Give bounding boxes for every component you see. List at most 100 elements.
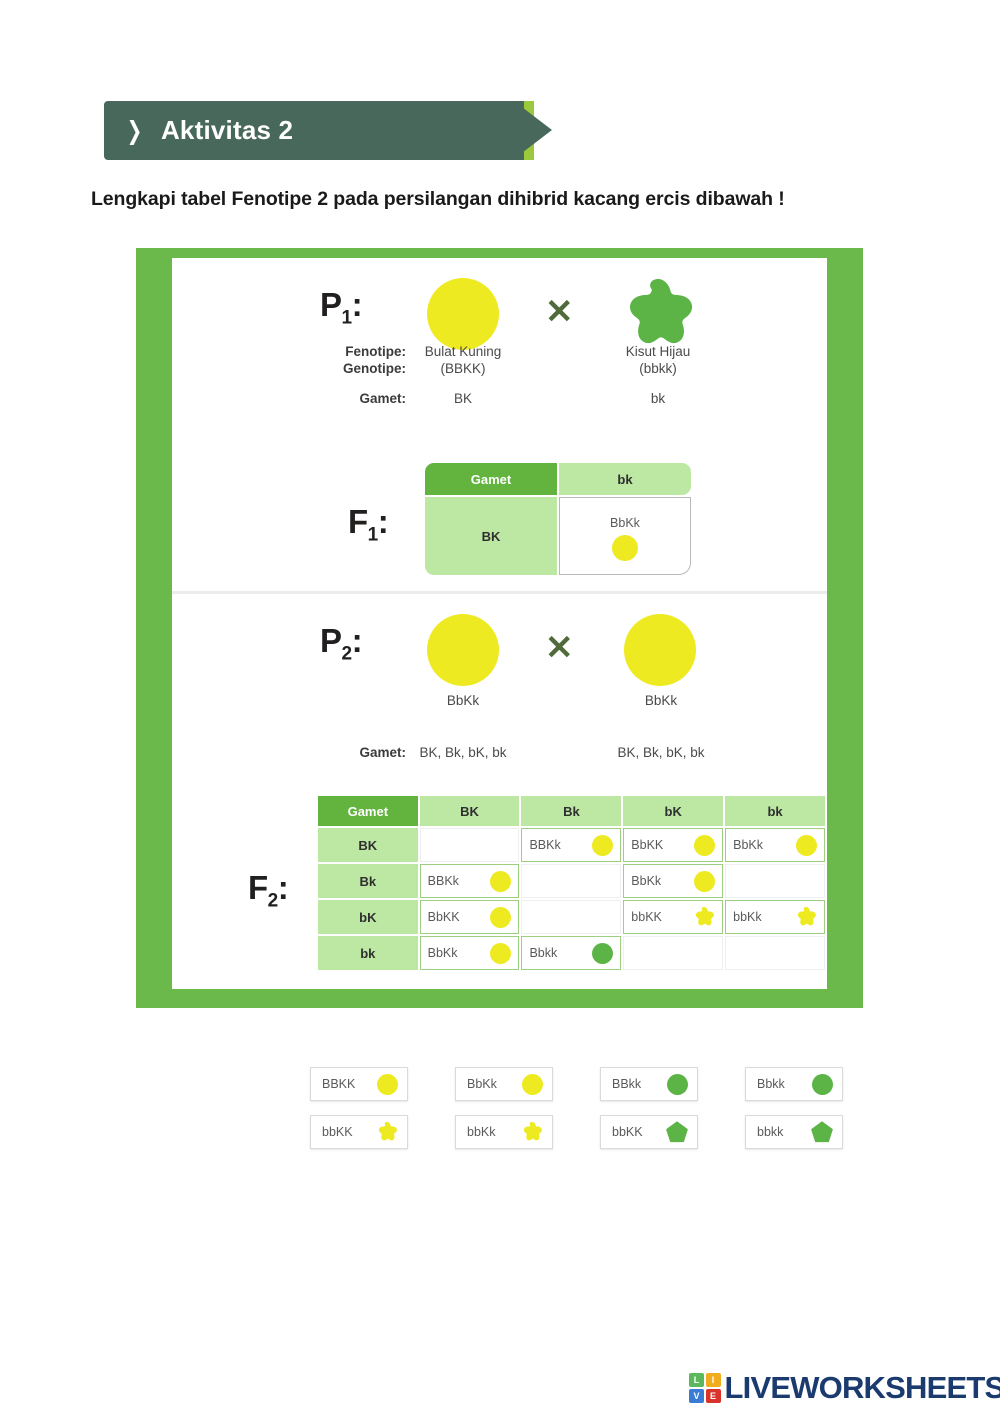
p1-parent2-caption: Kisut Hijau (bbkk) (592, 343, 724, 377)
f2-cell-3-0-genotype: BbKk (427, 946, 458, 960)
p1-gamet-label: Gamet: (359, 391, 406, 406)
f2-cell-2-3[interactable]: bbKk (725, 900, 825, 934)
p1-parent2-gamet: bk (650, 391, 666, 406)
p1-parent2-shape (619, 276, 697, 357)
f2-cell-1-0[interactable]: BBKk (419, 864, 520, 898)
f2-row-header-0: BK (318, 828, 418, 862)
f2-cell-0-0[interactable] (419, 828, 520, 862)
x-cross-icon: ✕ (545, 293, 574, 331)
answer-chip-bbkk6-yellow-star[interactable]: bbKk (455, 1115, 553, 1149)
f2-cell-3-1[interactable]: Bbkk (521, 936, 622, 970)
p1-parent2-genotype: (bbkk) (639, 361, 677, 376)
yellow-star-icon (523, 1121, 542, 1141)
yellow-star-icon (696, 906, 715, 926)
f2-cell-0-3[interactable]: BbKk (725, 828, 825, 862)
p2-parent2-genotype: BbKk (644, 693, 678, 708)
genotipe-label: Genotipe: (343, 361, 406, 376)
answer-chip-bbkk-yellow-circle[interactable]: BBKK (310, 1067, 408, 1101)
answer-chip-row-1: BBKK BbKk BBkk Bbkk (310, 1067, 890, 1101)
f2-label: F2: (248, 869, 289, 912)
f2-row-bk: BK BBKk BbKK BbKk (318, 828, 825, 862)
p2-gamet-label: Gamet: (359, 745, 406, 760)
logo-tiles: L I V E (689, 1373, 721, 1403)
f1-body-row: BK BbKk (425, 497, 691, 575)
green-circle-icon (812, 1073, 833, 1095)
f2-cell-0-1[interactable]: BBKk (521, 828, 622, 862)
p1-parent1-caption: Bulat Kuning (BBKK) (397, 343, 529, 377)
wrinkled-green-flower-icon (629, 279, 693, 344)
f2-label-text: F (248, 869, 268, 906)
chip-genotype: BbKk (467, 1077, 497, 1091)
answer-chip-bbkk4-green-circle[interactable]: Bbkk (745, 1067, 843, 1101)
chip-genotype: BBkk (612, 1077, 642, 1091)
f2-cell-3-3[interactable] (725, 936, 825, 970)
chip-genotype: bbKK (612, 1125, 643, 1139)
yellow-star-icon (797, 906, 816, 926)
chip-genotype: BBKK (322, 1077, 356, 1091)
p1-label-text: P (320, 286, 342, 323)
f2-cell-3-2[interactable] (623, 936, 724, 970)
banner-body: ❯ Aktivitas 2 (104, 101, 524, 160)
f2-row-bk3: bK BbKK bbKK bbKk (318, 900, 825, 934)
yellow-circle-icon (592, 834, 614, 856)
answer-chip-bbkk2-yellow-circle[interactable]: BbKk (455, 1067, 553, 1101)
f2-cell-0-3-genotype: BbKk (733, 838, 764, 852)
f2-row-header-3: bk (318, 936, 418, 970)
chip-genotype: bbKK (322, 1125, 353, 1139)
yellow-circle-icon (490, 942, 512, 964)
p1-parent1-phenotype: Bulat Kuning (424, 344, 502, 359)
p2-label-sub: 2 (341, 643, 353, 665)
logo-tile-l: L (689, 1373, 704, 1388)
p2-label: P2: (320, 622, 363, 665)
banner-arrow-dark (514, 101, 552, 159)
f2-cell-3-0[interactable]: BbKk (419, 936, 520, 970)
chip-genotype: bbkk (757, 1125, 784, 1139)
chevron-right-icon: ❯ (126, 116, 143, 145)
f1-col-header-bk: bk (559, 463, 691, 495)
green-circle-icon (667, 1073, 688, 1095)
answer-chip-bbkk5-yellow-star[interactable]: bbKK (310, 1115, 408, 1149)
p1-parent1-shape (427, 278, 499, 350)
f2-cell-1-2[interactable]: BbKk (623, 864, 724, 898)
f1-row-header-bk: BK (425, 497, 557, 575)
f2-cell-2-1[interactable] (521, 900, 622, 934)
f1-punnett-table: Gamet bk BK BbKk (423, 461, 693, 577)
f1-label-sub: 1 (367, 524, 379, 546)
activity-banner: ❯ Aktivitas 2 (104, 101, 574, 160)
diagram-card: P1: ✕ Fenotipe: Genotipe: Bulat Kuning (… (172, 258, 827, 989)
green-circle-icon (592, 942, 614, 964)
p1-label: P1: (320, 286, 363, 329)
yellow-circle-icon (694, 834, 716, 856)
f2-punnett-table: Gamet BK Bk bK bk BK BBKk BbKK (316, 794, 827, 972)
yellow-star-icon (378, 1121, 397, 1141)
yellow-circle-icon (694, 870, 716, 892)
f2-cell-2-0[interactable]: BbKK (419, 900, 520, 934)
answer-chip-bbkk3-green-circle[interactable]: BBkk (600, 1067, 698, 1101)
activity-title: Aktivitas 2 (160, 115, 294, 145)
green-pentagon-icon (666, 1121, 688, 1143)
f2-cell-1-3[interactable] (725, 864, 825, 898)
f2-col-header-2: bK (623, 796, 724, 826)
answer-chip-bbkk8-green-pentagon[interactable]: bbkk (745, 1115, 843, 1149)
f1-cell-shape (561, 534, 689, 561)
f2-cell-2-2[interactable]: bbKK (623, 900, 724, 934)
logo-tile-i: I (705, 1373, 721, 1388)
fenotipe-label: Fenotipe: (345, 344, 406, 359)
f1-cell-bk-bk[interactable]: BbKk (559, 497, 691, 575)
answer-chip-bbkk7-green-pentagon[interactable]: bbKK (600, 1115, 698, 1149)
f2-header-row: Gamet BK Bk bK bk (318, 796, 825, 826)
f2-col-header-0: BK (419, 796, 520, 826)
section-divider (172, 591, 827, 594)
f2-cell-0-2[interactable]: BbKK (623, 828, 724, 862)
f2-cell-1-2-genotype: BbKk (631, 874, 662, 888)
p2-parent2-shape (624, 614, 696, 686)
f2-cell-1-1[interactable] (521, 864, 622, 898)
liveworksheets-logo: L I V E LIVEWORKSHEETS (689, 1370, 1000, 1406)
f1-label: F1: (348, 503, 389, 546)
p2-section: P2: ✕ BbKk BbKk Gamet: BK, Bk, bK, bk BK… (172, 594, 827, 989)
f2-cell-0-2-genotype: BbKK (631, 838, 664, 852)
logo-tile-v: V (689, 1388, 704, 1403)
yellow-circle-icon (377, 1073, 398, 1095)
x-cross-icon: ✕ (545, 629, 574, 667)
diagram-frame: P1: ✕ Fenotipe: Genotipe: Bulat Kuning (… (136, 248, 863, 1008)
